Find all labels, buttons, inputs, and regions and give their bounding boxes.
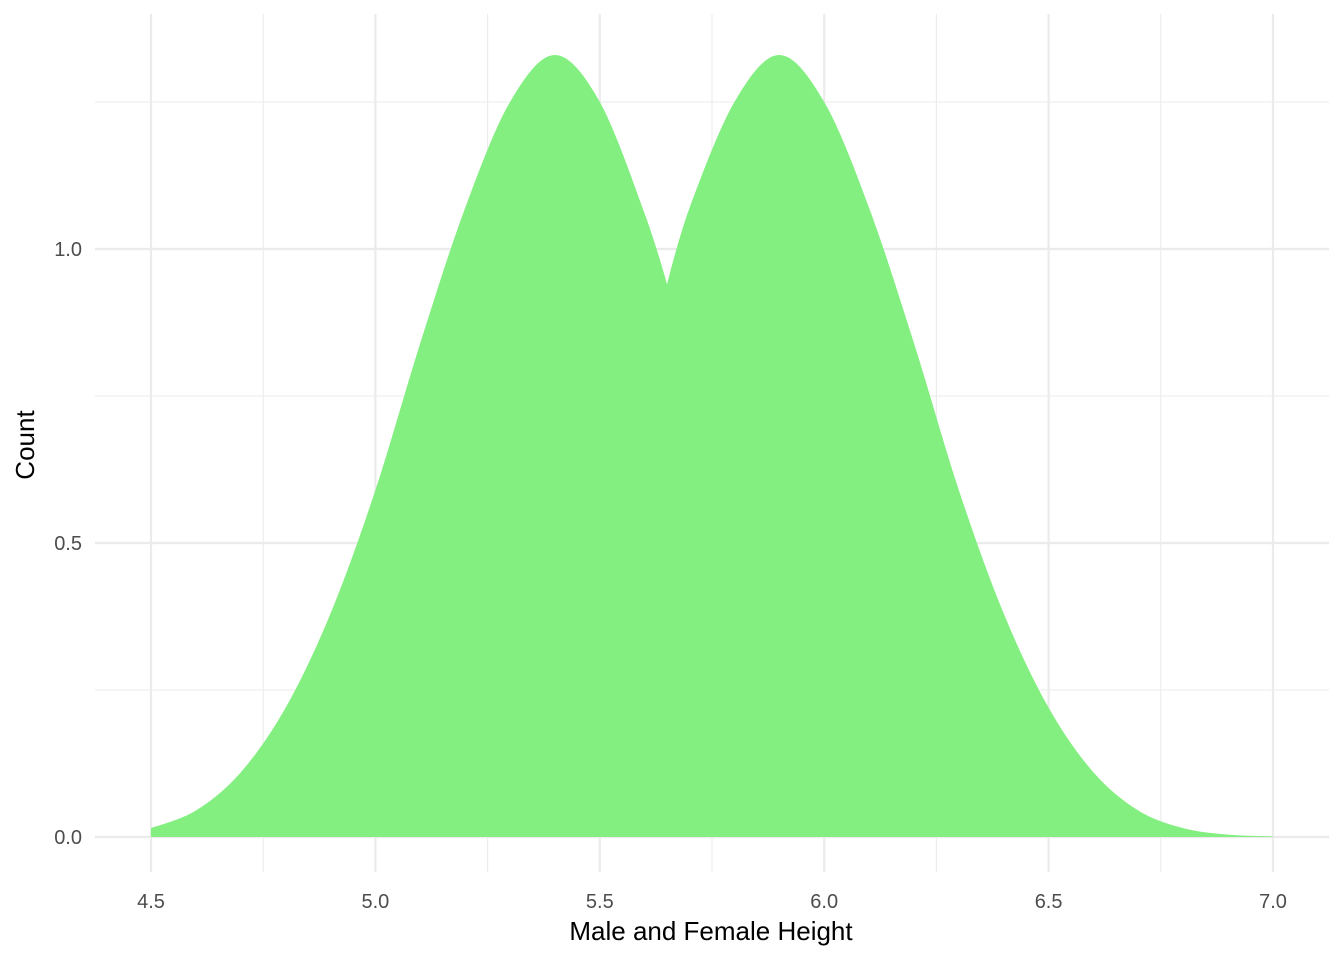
x-tick-label: 5.0 [361,891,389,913]
y-tick-label: 0.5 [54,533,82,555]
y-tick-label: 1.0 [54,239,82,261]
y-axis-ticks: 0.0 0.5 1.0 [54,239,82,849]
x-tick-label: 5.5 [586,891,614,913]
density-area [151,54,1273,837]
x-tick-label: 7.0 [1259,891,1287,913]
x-tick-label: 4.5 [137,891,165,913]
x-tick-label: 6.0 [810,891,838,913]
y-tick-label: 0.0 [54,827,82,849]
y-axis-title: Count [10,410,40,480]
plot-area [151,54,1273,837]
x-axis-title: Male and Female Height [569,916,853,946]
x-tick-label: 6.5 [1035,891,1063,913]
x-axis-ticks: 4.5 5.0 5.5 6.0 6.5 7.0 [137,891,1287,913]
